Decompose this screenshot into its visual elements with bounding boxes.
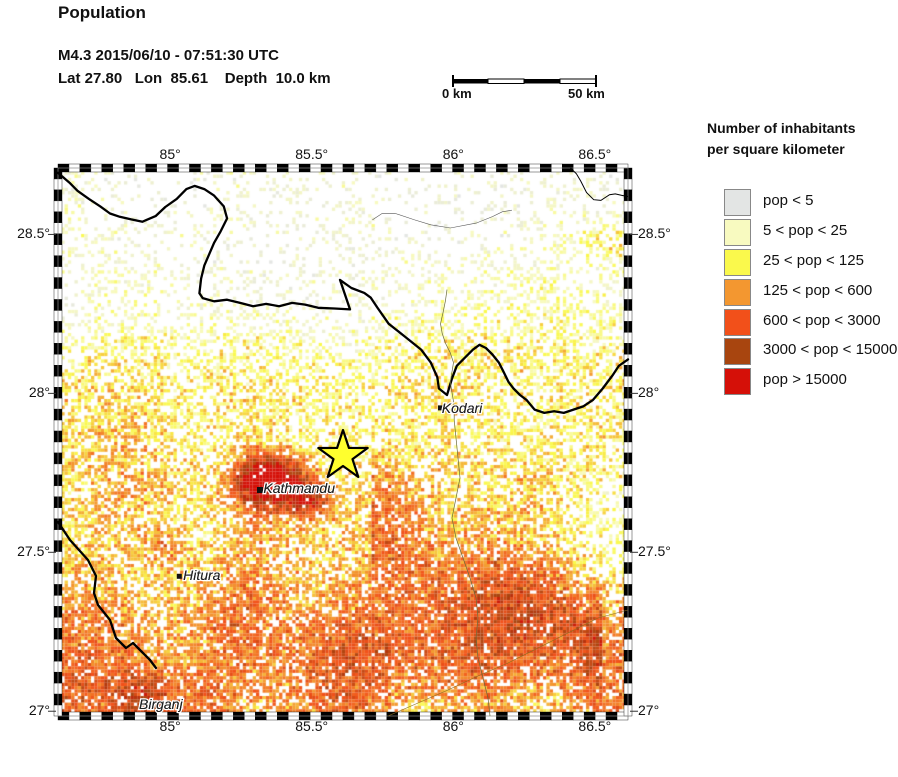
svg-text:Hitura: Hitura: [183, 567, 221, 583]
svg-text:Birganj: Birganj: [139, 696, 183, 712]
svg-text:Kodari: Kodari: [442, 400, 483, 416]
svg-text:Kathmandu: Kathmandu: [263, 480, 335, 496]
